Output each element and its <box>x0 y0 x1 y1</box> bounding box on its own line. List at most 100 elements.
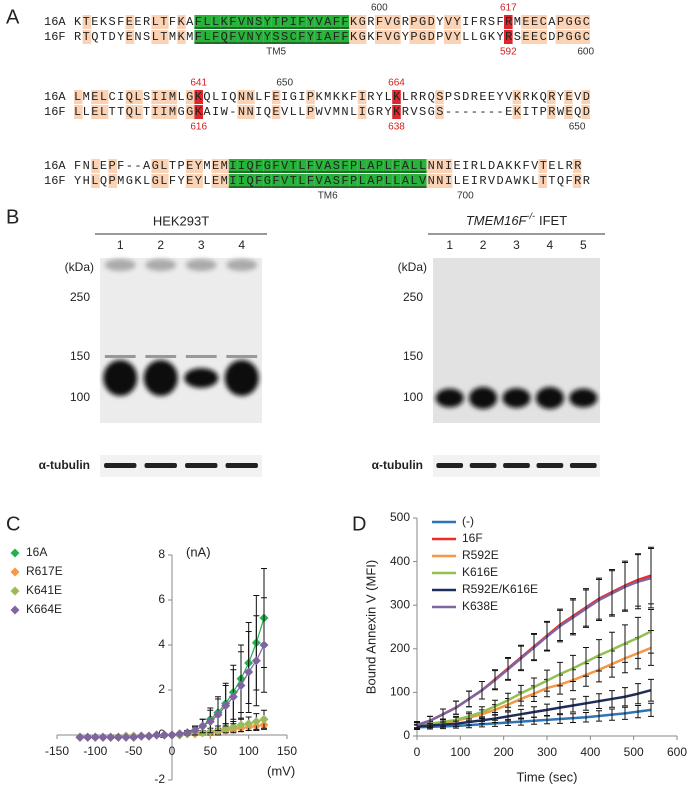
residue-highlight <box>91 159 100 173</box>
panel-label: A <box>6 6 20 28</box>
marker <box>228 692 238 702</box>
x-tick-label: -100 <box>83 744 107 758</box>
residue-highlight <box>529 30 539 44</box>
y-tick-label: 2 <box>158 682 165 696</box>
band <box>184 368 219 388</box>
x-tick-label: -150 <box>45 744 69 758</box>
tm-highlight <box>340 174 350 188</box>
marker <box>221 701 231 711</box>
residue-highlight <box>82 15 92 29</box>
tm-highlight <box>254 159 264 173</box>
residue-highlight <box>392 90 401 104</box>
band <box>226 355 258 358</box>
error-bar <box>479 716 485 725</box>
legend-marker <box>10 548 20 558</box>
marker <box>75 732 85 742</box>
residue-highlight <box>581 30 590 44</box>
marker <box>83 732 93 742</box>
tm-highlight <box>228 15 238 29</box>
sequence-name: 16F <box>44 105 66 119</box>
sequence-name: 16F <box>44 174 66 188</box>
residue-highlight <box>185 159 195 173</box>
residue-highlight <box>375 15 384 29</box>
tm-highlight <box>280 30 289 44</box>
tm-highlight <box>375 159 384 173</box>
residue-highlight <box>349 30 358 44</box>
error-bar <box>505 711 511 722</box>
y-tick-label: 8 <box>158 547 165 561</box>
marker <box>198 721 208 731</box>
band <box>535 387 564 409</box>
residue-highlight <box>237 90 246 104</box>
tm-highlight <box>297 159 307 173</box>
error-bar <box>583 589 589 628</box>
error-bar <box>648 678 654 702</box>
band <box>104 463 137 468</box>
residue-highlight <box>125 105 135 119</box>
residue-highlight <box>125 30 135 44</box>
residue-highlight <box>547 90 556 104</box>
tm-highlight <box>237 15 246 29</box>
residue-highlight <box>555 30 565 44</box>
marker <box>244 667 254 677</box>
residue-highlight <box>271 105 281 119</box>
legend-label: R617E <box>26 564 63 578</box>
residue-highlight <box>418 15 427 29</box>
error-bar <box>570 654 576 682</box>
tm-highlight <box>246 174 255 188</box>
x-tick-label: 0 <box>169 744 176 758</box>
residue-highlight <box>246 105 255 119</box>
tm-highlight <box>289 15 298 29</box>
lane-number: 4 <box>547 238 554 252</box>
residue-highlight <box>443 159 453 173</box>
residue-highlight <box>435 105 444 119</box>
error-bar <box>609 708 615 721</box>
tm-highlight <box>271 15 281 29</box>
error-bar <box>492 670 498 691</box>
genotype: -/- <box>527 211 536 221</box>
tm-highlight <box>332 30 341 44</box>
band <box>145 259 177 271</box>
residue-highlight <box>572 15 582 29</box>
error-bar <box>648 609 654 654</box>
marker <box>113 732 123 742</box>
residue-highlight <box>134 90 143 104</box>
error-bar <box>440 721 446 728</box>
lane-number: 4 <box>238 238 245 252</box>
residue-highlight <box>435 90 444 104</box>
residue-highlight <box>392 105 401 119</box>
tm-highlight <box>237 30 246 44</box>
y-tick-label: 6 <box>158 592 165 606</box>
residue-highlight <box>452 30 461 44</box>
y-tick-label: 0 <box>403 728 410 742</box>
error-bar <box>596 578 602 621</box>
residue-annotation: 616 <box>190 122 207 133</box>
gene-name: TMEM16F <box>466 213 528 228</box>
residue-highlight <box>392 15 401 29</box>
tm-highlight <box>289 174 298 188</box>
y-tick-label: -2 <box>154 772 165 786</box>
legend-marker <box>10 605 20 615</box>
legend-label: 16F <box>462 531 483 545</box>
residue-annotation: 600 <box>577 47 594 58</box>
residue-highlight <box>409 30 418 44</box>
error-bar <box>570 599 576 636</box>
error-bar <box>622 687 628 707</box>
legend-marker <box>10 586 20 596</box>
tm-highlight <box>237 159 246 173</box>
tm-highlight <box>280 174 289 188</box>
lane-number: 1 <box>446 238 453 252</box>
residue-highlight <box>151 174 160 188</box>
error-bar <box>609 631 615 668</box>
residue-highlight <box>151 105 160 119</box>
residue-highlight <box>125 15 135 29</box>
residue-highlight <box>375 30 384 44</box>
residue-highlight <box>99 90 109 104</box>
y-tick-label: 300 <box>390 597 410 611</box>
x-tick-label: 600 <box>667 745 687 759</box>
residue-highlight <box>151 159 160 173</box>
sequence-name: 16A <box>44 90 66 104</box>
residue-highlight <box>383 15 393 29</box>
panel-label: B <box>6 206 19 228</box>
